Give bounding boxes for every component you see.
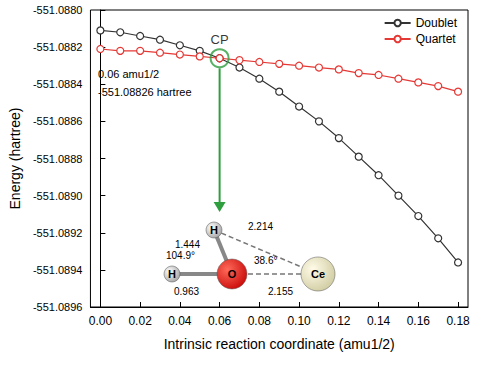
svg-text:2.155: 2.155 [268,286,293,297]
svg-text:0.06: 0.06 [208,314,232,328]
svg-text:Ce: Ce [311,268,325,280]
svg-text:0.02: 0.02 [128,314,152,328]
svg-text:0.10: 0.10 [287,314,311,328]
svg-text:0.00: 0.00 [89,314,113,328]
svg-text:-551.0884: -551.0884 [33,78,83,90]
svg-text:-551.0888: -551.0888 [33,153,83,165]
svg-text:-551.0882: -551.0882 [33,41,83,53]
svg-text:-551.0896: -551.0896 [33,301,83,313]
svg-text:H: H [168,268,176,280]
svg-text:0.12: 0.12 [327,314,351,328]
svg-text:0.963: 0.963 [174,286,199,297]
svg-text:O: O [228,268,237,280]
svg-text:Energy (hartree): Energy (hartree) [7,108,23,210]
svg-text:104.9°: 104.9° [166,250,195,261]
svg-text:2.214: 2.214 [248,221,273,232]
svg-text:-551.08826 hartree: -551.08826 hartree [98,86,192,98]
svg-text:0.04: 0.04 [168,314,192,328]
svg-text:Quartet: Quartet [416,32,457,46]
svg-text:Intrinsic reaction coordinate: Intrinsic reaction coordinate (amu1/2) [164,336,395,352]
svg-text:-551.0880: -551.0880 [33,4,83,16]
svg-text:0.06 amu1/2: 0.06 amu1/2 [98,68,159,80]
svg-text:-551.0894: -551.0894 [33,264,83,276]
svg-text:38.6°: 38.6° [254,255,277,266]
svg-text:0.08: 0.08 [248,314,272,328]
svg-text:-551.0890: -551.0890 [33,190,83,202]
svg-text:H: H [210,224,218,236]
svg-text:0.18: 0.18 [446,314,470,328]
svg-text:0.16: 0.16 [407,314,431,328]
svg-text:CP: CP [211,32,229,47]
svg-text:-551.0892: -551.0892 [33,227,83,239]
svg-text:0.14: 0.14 [367,314,391,328]
svg-text:1.444: 1.444 [175,239,200,250]
svg-text:-551.0886: -551.0886 [33,115,83,127]
svg-text:Doublet: Doublet [416,16,458,30]
